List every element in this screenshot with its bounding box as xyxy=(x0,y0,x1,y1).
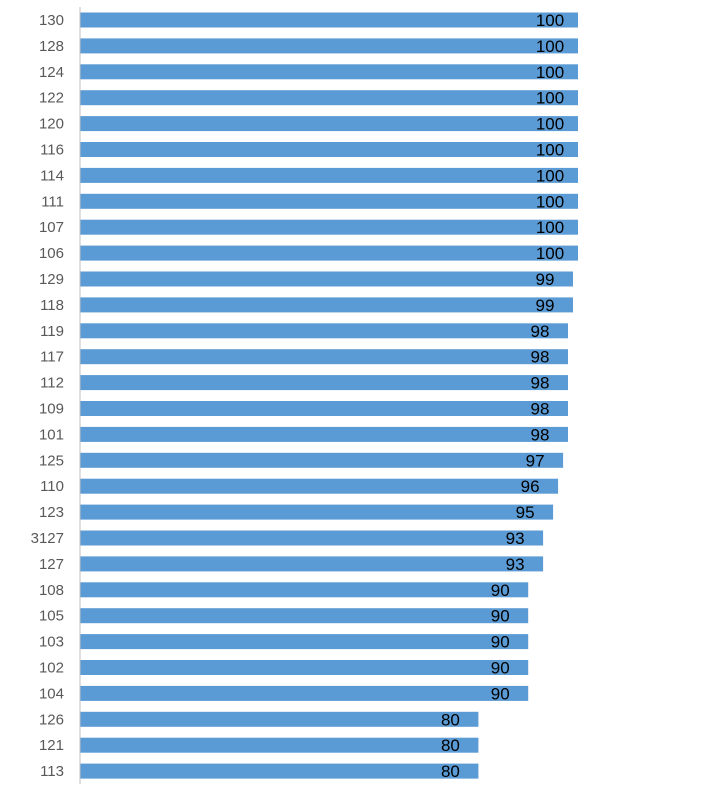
bar-119 xyxy=(80,323,568,339)
value-label-106: 100 xyxy=(536,244,564,263)
bar-113 xyxy=(80,763,479,779)
category-label-123: 123 xyxy=(39,504,64,521)
value-label-102: 90 xyxy=(491,659,510,678)
value-label-103: 90 xyxy=(491,633,510,652)
bar-121 xyxy=(80,737,479,753)
category-label-101: 101 xyxy=(39,426,64,443)
bar-103 xyxy=(80,634,529,650)
bar-114 xyxy=(80,167,578,183)
value-label-121: 80 xyxy=(441,736,460,755)
category-label-125: 125 xyxy=(39,452,64,469)
bar-127 xyxy=(80,556,544,572)
category-label-113: 113 xyxy=(40,763,64,780)
bar-111 xyxy=(80,193,578,209)
value-label-117: 98 xyxy=(531,348,550,367)
value-label-129: 99 xyxy=(536,270,555,289)
value-label-113: 80 xyxy=(441,762,460,781)
bar-124 xyxy=(80,64,578,80)
category-label-116: 116 xyxy=(40,142,64,159)
category-label-130: 130 xyxy=(39,12,64,29)
value-label-104: 90 xyxy=(491,684,510,703)
value-label-125: 97 xyxy=(526,451,545,470)
category-label-111: 111 xyxy=(41,193,64,210)
bar-102 xyxy=(80,660,529,675)
category-label-3127: 3127 xyxy=(31,530,64,547)
bar-120 xyxy=(80,116,578,132)
category-label-107: 107 xyxy=(39,219,64,236)
value-label-107: 100 xyxy=(536,218,564,237)
category-label-114: 114 xyxy=(40,167,64,184)
value-label-111: 100 xyxy=(536,192,564,211)
bar-3127 xyxy=(80,530,544,546)
bar-layer xyxy=(80,12,578,779)
value-label-128: 100 xyxy=(536,37,564,56)
bar-101 xyxy=(80,426,568,442)
category-label-118: 118 xyxy=(40,297,64,314)
bar-105 xyxy=(80,608,529,624)
value-label-108: 90 xyxy=(491,581,510,600)
category-label-112: 112 xyxy=(40,375,64,392)
category-label-110: 110 xyxy=(40,478,64,495)
category-label-122: 122 xyxy=(39,90,64,107)
category-label-106: 106 xyxy=(39,245,64,262)
bar-107 xyxy=(80,219,578,235)
bar-118 xyxy=(80,297,573,313)
bar-108 xyxy=(80,582,529,598)
bar-116 xyxy=(80,142,578,157)
bar-122 xyxy=(80,90,578,106)
bar-130 xyxy=(80,12,578,28)
category-label-103: 103 xyxy=(39,634,64,651)
category-label-108: 108 xyxy=(39,582,64,599)
value-label-105: 90 xyxy=(491,607,510,626)
category-label-121: 121 xyxy=(39,737,64,754)
category-label-117: 117 xyxy=(40,349,64,366)
bar-112 xyxy=(80,375,568,391)
value-label-118: 99 xyxy=(536,296,555,315)
bar-123 xyxy=(80,504,554,520)
bar-109 xyxy=(80,401,568,416)
category-label-109: 109 xyxy=(39,401,64,418)
value-label-124: 100 xyxy=(536,63,564,82)
value-label-101: 98 xyxy=(531,425,550,444)
value-label-109: 98 xyxy=(531,400,550,419)
bar-104 xyxy=(80,685,529,701)
category-label-119: 119 xyxy=(40,323,64,340)
value-label-112: 98 xyxy=(531,374,550,393)
value-label-119: 98 xyxy=(531,322,550,341)
bar-125 xyxy=(80,452,564,468)
bar-117 xyxy=(80,349,568,365)
category-label-104: 104 xyxy=(39,685,64,702)
value-label-122: 100 xyxy=(536,89,564,108)
value-label-layer: 100 100 100 100 100 100 100 100 100 100 99 99 98 98 98… xyxy=(441,11,564,781)
category-label-120: 120 xyxy=(39,116,64,133)
category-label-105: 105 xyxy=(39,608,64,625)
category-label-127: 127 xyxy=(39,556,64,573)
category-label-102: 102 xyxy=(39,660,64,677)
category-label-124: 124 xyxy=(39,64,64,81)
value-label-114: 100 xyxy=(536,166,564,185)
bar-126 xyxy=(80,711,479,727)
bar-106 xyxy=(80,245,578,261)
value-label-120: 100 xyxy=(536,115,564,134)
bar-110 xyxy=(80,478,559,494)
value-label-130: 100 xyxy=(536,11,564,30)
value-label-3127: 93 xyxy=(506,529,525,548)
value-label-123: 95 xyxy=(516,503,535,522)
value-label-127: 93 xyxy=(506,555,525,574)
bar-129 xyxy=(80,271,573,287)
value-label-110: 96 xyxy=(521,477,540,496)
value-label-126: 80 xyxy=(441,710,460,729)
value-label-116: 100 xyxy=(536,141,564,160)
bar-128 xyxy=(80,38,578,54)
category-label-layer: 130 128 124 122 120 116 114 111 107 106 129 118 119 1… xyxy=(31,12,64,780)
category-label-129: 129 xyxy=(39,271,64,288)
category-label-126: 126 xyxy=(39,711,64,728)
category-label-128: 128 xyxy=(39,38,64,55)
